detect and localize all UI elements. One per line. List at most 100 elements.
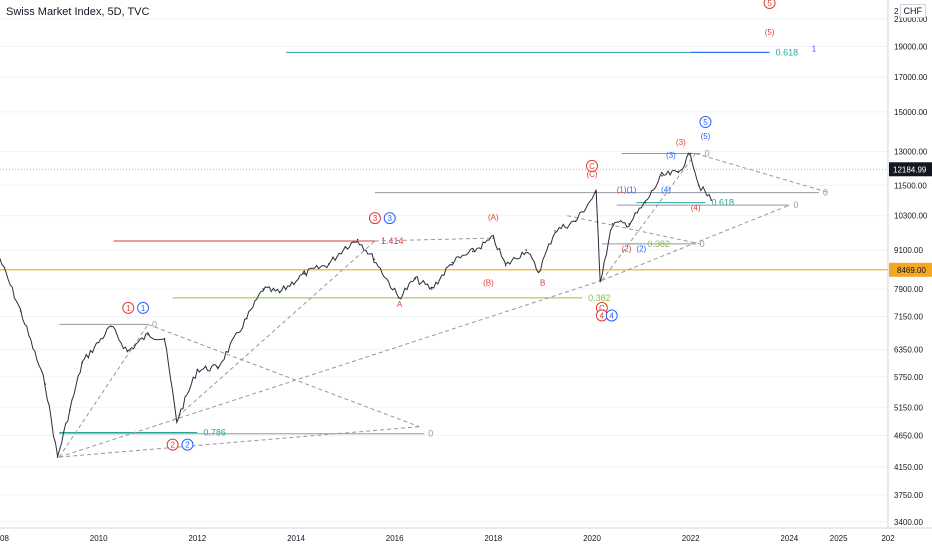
price-point [644, 201, 647, 204]
wave-label: (B) [483, 279, 494, 288]
wave-label: C [589, 162, 595, 171]
price-tick: 3400.00 [894, 518, 923, 527]
wave-circle [368, 212, 381, 225]
price-point [504, 264, 507, 267]
currency-badge[interactable]: CHF [899, 4, 926, 18]
chart-title: Swiss Market Index, 5D, TVC [6, 6, 150, 18]
price-point [698, 184, 700, 187]
price-tick: 9100.00 [894, 246, 923, 255]
trend-line [601, 204, 790, 281]
price-point [278, 291, 281, 294]
price-point [373, 258, 375, 261]
price-point [397, 297, 400, 299]
wave-circle [181, 438, 194, 451]
time-tick: 2010 [90, 534, 108, 543]
wave-label: 5 [767, 0, 772, 8]
price-point [44, 383, 47, 385]
time-tick: 2014 [287, 534, 305, 543]
price-tick: 5750.00 [894, 373, 923, 382]
reference-zero-label: 0 [700, 239, 705, 249]
wave-label: 2 [170, 441, 175, 450]
time-tick: 2012 [188, 534, 206, 543]
price-tick: 10300.00 [894, 212, 928, 221]
price-point [81, 361, 84, 364]
trend-line [601, 153, 697, 281]
fib-label: 0.786 [203, 428, 226, 438]
price-point [611, 223, 614, 225]
reference-zero-label: 0 [705, 149, 710, 159]
wave-label: (2) [622, 244, 632, 253]
fib-label: 0.618 [776, 47, 799, 57]
wave-label: (1) [627, 186, 637, 195]
price-point [110, 325, 112, 328]
wave-label: (1) [617, 186, 627, 195]
wave-label: C [599, 304, 605, 313]
price-point [492, 237, 495, 239]
wave-label: 2 [185, 441, 190, 450]
fib-label: 0.382 [588, 293, 611, 303]
price-point [69, 409, 71, 411]
reference-zero-label: 0 [428, 429, 433, 439]
time-tick: 2022 [682, 534, 700, 543]
trend-line [172, 240, 376, 422]
reference-zero-label: 0 [152, 319, 157, 329]
wave-circle [763, 0, 776, 9]
trend-line [147, 323, 420, 428]
last-price-badge [889, 162, 932, 177]
price-tick: 4650.00 [894, 431, 923, 440]
price-point [303, 272, 306, 275]
wave-label: (2) [636, 244, 646, 253]
wave-labels: 1 12 23 3 (A)A(B) B(C)CC4 4(1) (1)(2) (2)(3)(3)(… [122, 0, 817, 451]
time-tick: 2020 [583, 534, 601, 543]
wave-label: 4 [610, 312, 615, 321]
time-tick: 2016 [386, 534, 404, 543]
wave-label: 3 [388, 214, 393, 223]
wave-circle [383, 212, 396, 225]
wave-label: A [397, 300, 403, 309]
fib-label: 0.618 [711, 198, 734, 208]
wave-label: (4) [661, 186, 671, 195]
price-point [245, 317, 248, 320]
price-tick: 21000.00 [894, 15, 928, 24]
price-line [0, 152, 712, 457]
price-point [689, 152, 692, 155]
reference-zero-label: 0 [793, 200, 798, 210]
wave-label: 3 [373, 214, 378, 223]
price-point [0, 258, 1, 261]
price-tick: 3750.00 [894, 491, 923, 500]
price-point [595, 191, 597, 194]
price-point [677, 171, 680, 174]
time-tick: 2008 [0, 534, 9, 543]
price-series [0, 152, 713, 458]
wave-label: B [540, 279, 545, 288]
price-tick: 5150.00 [894, 403, 923, 412]
time-tick: 2025 [830, 534, 848, 543]
level-price-badge [889, 262, 932, 277]
wave-label: (C) [586, 170, 597, 179]
wave-label: 1 [126, 304, 131, 313]
price-point [554, 230, 556, 232]
reference-zero-label: 0 [823, 188, 828, 198]
price-tick: 15000.00 [894, 108, 928, 117]
wave-label: (3) [676, 138, 686, 147]
wave-circle [122, 301, 135, 314]
price-tick: 13000.00 [894, 147, 928, 156]
price-tick: 6350.00 [894, 345, 923, 354]
trend-line [567, 215, 701, 245]
price-point [599, 279, 602, 282]
price-point [147, 333, 149, 336]
wave-circle [605, 309, 618, 322]
wave-circle [166, 438, 179, 451]
wave-label: 5 [703, 118, 708, 127]
price-tick: 17000.00 [894, 73, 928, 82]
price-point [126, 350, 129, 353]
price-point [471, 250, 474, 253]
price-tick-partial: 2 [894, 7, 899, 16]
price-point [175, 420, 178, 422]
price-point [56, 456, 59, 458]
wave-label: (4) [691, 203, 701, 212]
price-tick: 19000.00 [894, 43, 928, 52]
price-point [344, 246, 347, 248]
price-tick: 11500.00 [894, 181, 927, 190]
